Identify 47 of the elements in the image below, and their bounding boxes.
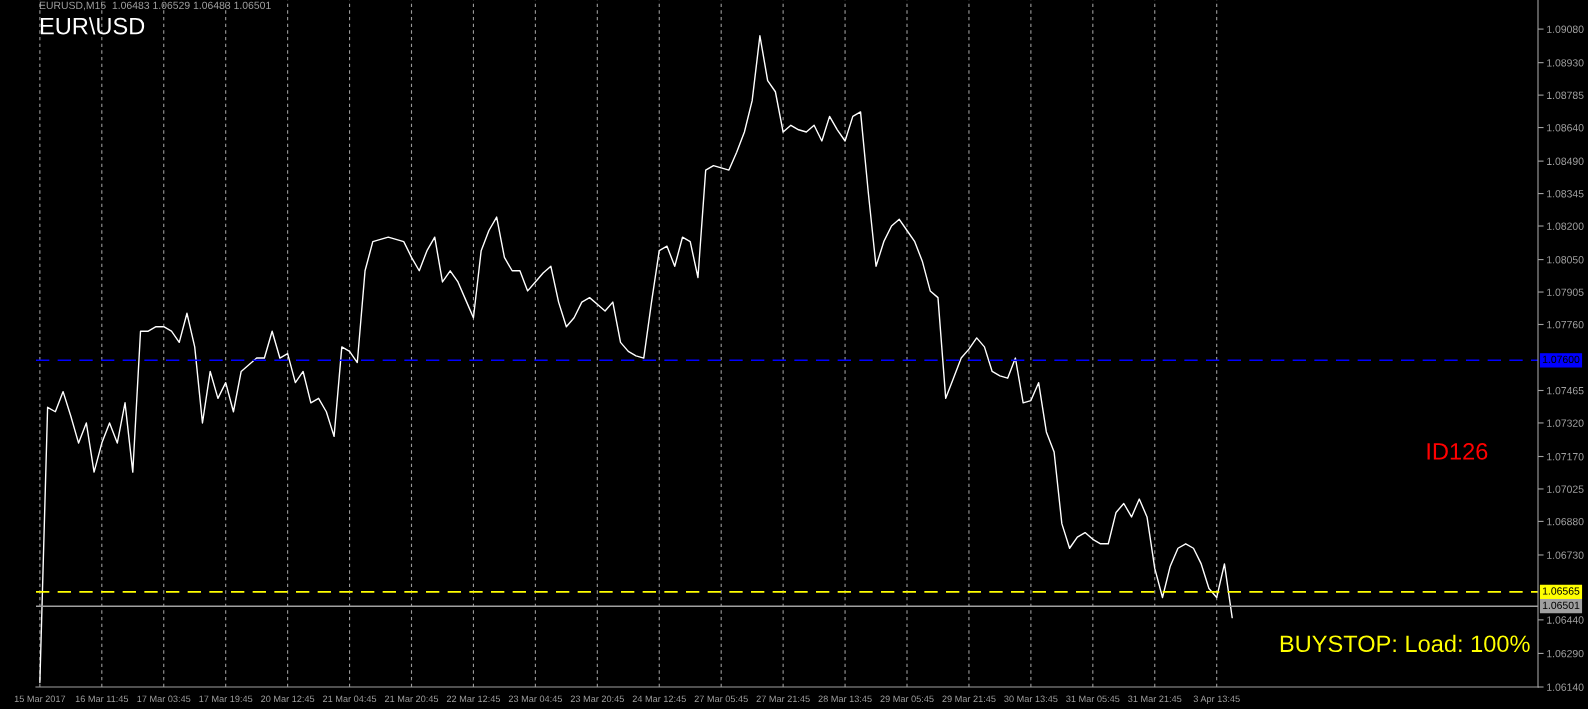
y-tick-label: 1.08490 — [1547, 157, 1584, 165]
x-tick-label: 15 Mar 2017 — [14, 695, 66, 703]
y-tick-label: 1.06730 — [1547, 551, 1584, 559]
ref-line-label: 1.06565 — [1542, 587, 1580, 595]
y-tick-label: 1.08930 — [1547, 59, 1584, 67]
y-tick-label: 1.06440 — [1547, 616, 1584, 624]
text: EUR\USD — [40, 17, 145, 35]
y-tick-label: 1.06880 — [1547, 517, 1584, 526]
x-tick-label: 27 Mar 05:45 — [694, 695, 748, 703]
x-tick-label: 17 Mar 19:45 — [199, 695, 253, 703]
x-tick-label: 29 Mar 21:45 — [942, 695, 996, 703]
y-tick-label: 1.06290 — [1547, 649, 1584, 658]
y-tick-label: 1.07170 — [1547, 453, 1584, 461]
y-tick-label: 1.07465 — [1547, 386, 1584, 395]
y-tick-label: 1.07760 — [1547, 320, 1584, 329]
ref-line-label: 1.07600 — [1542, 355, 1580, 364]
line-series — [39, 35, 1233, 684]
y-tick-label: 1.08785 — [1547, 91, 1584, 99]
x-tick-label: 21 Mar 04:45 — [323, 695, 377, 703]
y-tick-label: 1.07320 — [1547, 419, 1584, 427]
x-tick-label: 23 Mar 20:45 — [570, 695, 624, 703]
x-tick-label: 31 Mar 21:45 — [1128, 695, 1182, 703]
y-tick-label: 1.07025 — [1547, 485, 1584, 493]
annotation: ID126 — [1427, 443, 1488, 460]
ref-line-label: 1.06501 — [1542, 601, 1580, 610]
y-tick-label: 1.08640 — [1547, 124, 1584, 132]
x-tick-label: 3 Apr 13:45 — [1193, 695, 1240, 704]
x-tick-label: 20 Mar 12:45 — [261, 695, 315, 703]
y-tick-label: 1.09080 — [1547, 25, 1584, 33]
y-tick-label: 1.06140 — [1547, 683, 1584, 691]
y-tick-label: 1.08200 — [1547, 222, 1584, 230]
x-tick-label: 22 Mar 12:45 — [446, 695, 501, 703]
y-tick-label: 1.07905 — [1547, 288, 1584, 296]
x-tick-label: 21 Mar 20:45 — [384, 695, 439, 703]
annotation: EURUSD,M15 1.06483 1.06529 1.06483 1.06501 — [39, 1, 271, 11]
x-tick-label: 23 Mar 04:45 — [508, 695, 562, 703]
x-tick-label: 31 Mar 05:45 — [1066, 695, 1120, 703]
x-tick-label: 27 Mar 21:45 — [756, 695, 810, 703]
x-tick-label: 30 Mar 13:45 — [1004, 695, 1058, 703]
x-tick-label: 28 Mar 13:45 — [818, 695, 872, 703]
y-tick-label: 1.08050 — [1547, 256, 1584, 264]
x-tick-label: 24 Mar 12:45 — [632, 695, 686, 703]
x-tick-label: 29 Mar 05:45 — [880, 695, 934, 703]
x-tick-label: 16 Mar 11:45 — [75, 695, 129, 703]
x-tick-label: 17 Mar 03:45 — [137, 695, 191, 703]
annotation: BUYSTOP: Load: 100% — [1280, 634, 1530, 653]
y-tick-label: 1.08345 — [1547, 190, 1584, 198]
